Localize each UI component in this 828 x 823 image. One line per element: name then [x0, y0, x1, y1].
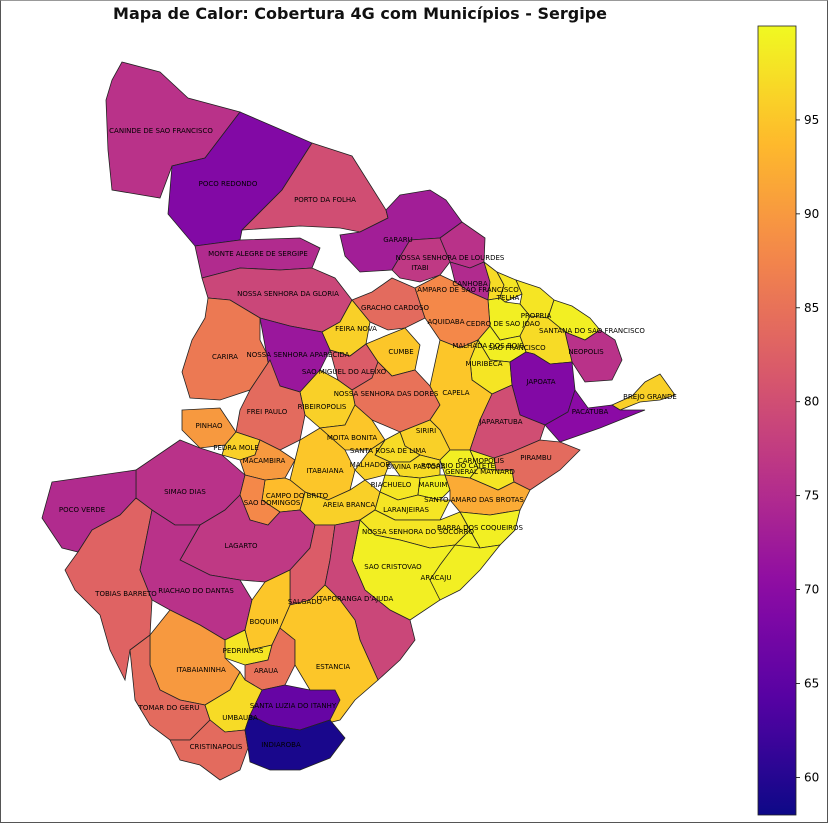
municipality-label: TOMAR DO GERU	[138, 704, 200, 712]
municipality-label: CAPELA	[442, 389, 469, 397]
municipality-label: SANTO AMARO DAS BROTAS	[424, 496, 524, 504]
municipality-carira	[181, 297, 271, 401]
municipality-label: CRISTINAPOLIS	[190, 743, 243, 751]
municipality-label: JAPARATUBA	[478, 418, 522, 426]
municipality-brejo-grande	[611, 373, 676, 411]
municipality-label: NEOPOLIS	[568, 348, 604, 356]
municipality-neopolis	[564, 329, 623, 383]
municipality-label: TELHA	[496, 294, 520, 302]
colorbar-tick-label: 75	[804, 489, 819, 503]
municipality-label: CEDRO DE SAO JOAO	[466, 320, 540, 328]
municipality-label: MARUIM	[419, 481, 448, 489]
municipality-label: SAO DOMINGOS	[244, 499, 301, 507]
municipality-label: NOSSA SENHORA DAS DORES	[334, 390, 439, 398]
colorbar-tick-label: 80	[804, 395, 819, 409]
municipality-label: POCO REDONDO	[199, 180, 258, 188]
municipality-label: SAO CRISTOVAO	[364, 563, 422, 571]
municipality-label: ITABAIANA	[306, 467, 343, 475]
municipality-malhador	[354, 439, 391, 481]
municipality-label: AMPARO DE SAO FRANCISCO	[417, 286, 519, 294]
municipality-label: CAMPO DO BRITO	[266, 492, 329, 500]
municipality-label: JAPOATA	[525, 378, 555, 386]
municipality-label: DIVINA PASTORA	[387, 463, 446, 471]
municipality-label: CUMBE	[388, 348, 413, 356]
colorbar-tick-label: 65	[804, 677, 819, 691]
municipality-label: MALHADA DOS BOIS	[452, 342, 524, 350]
colorbar-tick-label: 60	[804, 770, 819, 784]
municipality-label: ROSARIO DO CATETE	[421, 462, 495, 470]
choropleth-map: CANINDE DE SAO FRANCISCO POCO REDONDO PORT…	[41, 61, 677, 781]
municipality-label: ITABAIANINHA	[176, 666, 226, 674]
municipality-label: SANTA ROSA DE LIMA	[350, 447, 426, 455]
municipality-label: MOITA BONITA	[327, 434, 378, 442]
municipality-label: NOSSA SENHORA DA GLORIA	[237, 290, 339, 298]
municipality-label: AREIA BRANCA	[323, 501, 375, 509]
municipality-label: AQUIDABA	[427, 318, 464, 326]
municipality-label: BREJO GRANDE	[623, 393, 677, 401]
map-title: Mapa de Calor: Cobertura 4G com Municípi…	[113, 4, 607, 23]
municipality-label: PROPRIA	[521, 312, 552, 320]
colorbar-tick-label: 70	[804, 583, 819, 597]
municipality-caninde-de-sao-francisco	[105, 61, 241, 199]
municipality-label: CANINDE DE SAO FRANCISCO	[109, 127, 213, 135]
municipality-label: FEIRA NOVA	[335, 325, 377, 333]
municipality-label: PORTO DA FOLHA	[294, 196, 356, 204]
municipality-label: LARANJEIRAS	[383, 506, 429, 514]
municipality-label: ITABI	[411, 264, 428, 272]
municipality-label: INDIAROBA	[261, 741, 301, 749]
municipality-label: SALGADO	[288, 598, 323, 606]
municipality-label: RIBEIROPOLIS	[298, 403, 347, 411]
municipality-label: SAO FRANCISCO	[488, 344, 546, 352]
municipality-label: UMBAUBA	[222, 714, 258, 722]
colorbar-tick-label: 85	[804, 301, 819, 315]
municipality-pacatuba	[544, 389, 646, 443]
municipality-label: MONTE ALEGRE DE SERGIPE	[208, 250, 308, 258]
municipality-indiaroba	[244, 714, 346, 771]
municipality-label: GARARU	[383, 236, 413, 244]
municipality-label: GENERAL MAYNARD	[445, 468, 515, 476]
municipality-label: ARAUA	[254, 667, 278, 675]
colorbar-gradient	[757, 25, 797, 816]
municipality-label: ESTANCIA	[316, 663, 351, 671]
municipality-aracaju	[429, 544, 501, 601]
municipality-label: POCO VERDE	[59, 506, 105, 514]
municipality-label: NOSSA SENHORA DO SOCORRO	[362, 528, 474, 536]
municipality-tobias-barreto	[64, 497, 153, 682]
municipality-label: BARRA DOS COQUEIROS	[437, 524, 524, 532]
colorbar-tick-label: 90	[804, 207, 819, 221]
municipality-porto-da-folha	[240, 142, 389, 233]
municipality-label: BOQUIM	[250, 618, 279, 626]
municipality-label: RIACHUELO	[371, 481, 412, 489]
municipality-label: GRACHO CARDOSO	[361, 304, 429, 312]
municipality-label: NOSSA SENHORA APARECIDA	[247, 351, 350, 359]
municipality-label: LAGARTO	[224, 542, 258, 550]
municipality-label: SIMAO DIAS	[164, 488, 206, 496]
municipality-pirambu	[493, 439, 581, 491]
municipality-label: ITAPORANGA D'AJUDA	[317, 595, 394, 603]
municipality-label: SANTA LUZIA DO ITANHY	[250, 702, 337, 710]
municipality-label: TOBIAS BARRETO	[94, 590, 157, 598]
colorbar-tick-label: 95	[804, 113, 819, 127]
municipality-label: MALHADOR	[350, 461, 391, 469]
municipality-label: SIRIRI	[416, 427, 436, 435]
municipality-label: PEDRINHAS	[223, 647, 264, 655]
municipality-label: SAO MIGUEL DO ALEIXO	[302, 368, 387, 376]
municipality-moita-bonita	[319, 404, 386, 451]
municipality-label: PIRAMBU	[520, 454, 552, 462]
municipality-label: CARIRA	[212, 353, 238, 361]
municipality-label: CANHOBA	[452, 280, 487, 288]
municipality-label: PACATUBA	[572, 408, 609, 416]
municipality-label: FREI PAULO	[247, 408, 288, 416]
municipality-label: ARACAJU	[421, 574, 452, 582]
municipality-label: CARMOPOLIS	[458, 457, 505, 465]
municipality-label: PEDRA MOLE	[213, 444, 259, 452]
municipality-label: MURIBECA	[466, 360, 503, 368]
municipality-label: SANTANA DO SAO FRANCISCO	[539, 327, 645, 335]
municipality-label: RIACHAO DO DANTAS	[158, 587, 234, 595]
municipality-label: NOSSA SENHORA DE LOURDES	[396, 254, 505, 262]
municipality-label: MACAMBIRA	[243, 457, 286, 465]
municipality-label: PINHAO	[196, 422, 223, 430]
